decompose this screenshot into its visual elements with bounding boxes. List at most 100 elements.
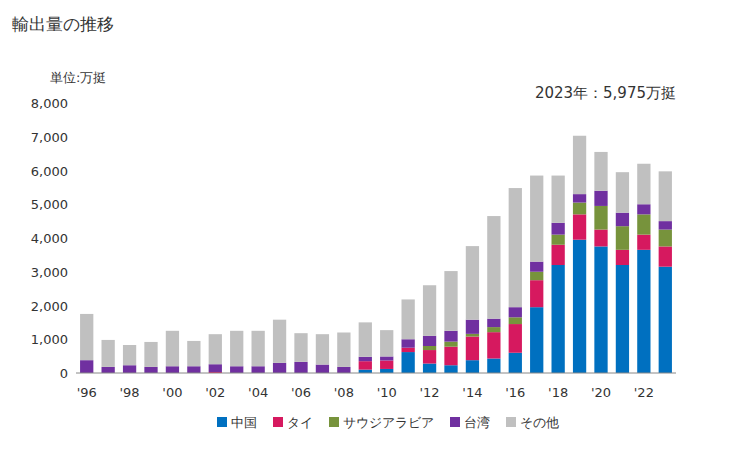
title: 輸出量の推移	[12, 14, 114, 34]
y-tick-label: 1,000	[31, 332, 68, 347]
bar	[573, 203, 586, 215]
y-tick	[72, 373, 76, 374]
bar	[466, 334, 479, 337]
bar	[509, 353, 522, 373]
bar	[552, 265, 565, 373]
legend-label: タイ	[287, 415, 313, 430]
x-tick-label: '06	[291, 385, 311, 400]
bar	[230, 331, 243, 366]
legend-swatch	[273, 417, 283, 427]
bar	[359, 361, 372, 369]
bar	[530, 280, 543, 307]
y-tick	[72, 339, 76, 340]
bar	[316, 365, 329, 373]
bar	[444, 365, 457, 373]
bar	[423, 350, 436, 364]
bar	[594, 206, 607, 230]
bar	[616, 250, 629, 265]
bar	[423, 346, 436, 350]
y-tick-label: 7,000	[31, 130, 68, 145]
bar	[594, 230, 607, 247]
bar	[444, 342, 457, 347]
x-tick-label: '20	[591, 385, 611, 400]
bar	[144, 342, 157, 367]
bar	[423, 285, 436, 336]
bar	[402, 352, 415, 373]
bar	[209, 364, 222, 372]
bar	[359, 357, 372, 361]
legend-swatch	[506, 417, 516, 427]
bar	[444, 331, 457, 342]
bar	[594, 152, 607, 191]
bar	[380, 330, 393, 356]
x-tick-label: '02	[205, 385, 225, 400]
bar	[594, 191, 607, 206]
bar	[359, 370, 372, 373]
chart: 輸出量の推移単位:万挺2023年：5,975万挺01,0002,0003,000…	[0, 0, 729, 450]
bar	[530, 262, 543, 272]
bar	[466, 320, 479, 334]
y-tick	[72, 305, 76, 306]
bar	[509, 307, 522, 317]
bar	[637, 250, 650, 373]
bar	[659, 221, 672, 229]
bar	[637, 214, 650, 234]
y-label: 単位:万挺	[50, 70, 106, 85]
bar	[273, 320, 286, 363]
x-tick-label: '96	[77, 385, 97, 400]
bar	[337, 333, 350, 367]
bar	[552, 223, 565, 235]
bar	[509, 324, 522, 353]
bar	[273, 363, 286, 373]
bar	[380, 356, 393, 360]
bar	[380, 369, 393, 373]
bar	[573, 214, 586, 239]
bar	[530, 272, 543, 280]
bar	[573, 194, 586, 202]
legend-swatch	[217, 417, 227, 427]
x-tick-label: '08	[334, 385, 354, 400]
legend-label: サウジアラビア	[343, 415, 434, 430]
bar	[487, 319, 500, 327]
bar	[123, 345, 136, 365]
bar	[402, 299, 415, 339]
bar	[659, 246, 672, 266]
bar	[102, 367, 115, 373]
bar	[80, 314, 93, 360]
bars	[80, 136, 672, 373]
bar	[616, 172, 629, 213]
bar	[402, 339, 415, 347]
x-axis	[76, 373, 676, 374]
annotation: 2023年：5,975万挺	[535, 84, 676, 102]
bar	[509, 188, 522, 307]
legend-swatch	[329, 417, 339, 427]
legend-label: その他	[520, 415, 559, 430]
bar	[187, 366, 200, 373]
y-tick-label: 0	[60, 366, 68, 381]
x-tick-label: '16	[505, 385, 525, 400]
bar	[123, 365, 136, 373]
bar	[487, 216, 500, 319]
bar	[402, 348, 415, 352]
legend-swatch	[450, 417, 460, 427]
y-tick	[72, 170, 76, 171]
bar	[423, 364, 436, 373]
bar	[466, 337, 479, 361]
bar	[637, 235, 650, 250]
y-tick	[72, 271, 76, 272]
x-tick-label: '98	[120, 385, 140, 400]
bar	[316, 334, 329, 364]
bar	[552, 176, 565, 223]
y-tick	[72, 103, 76, 104]
bar	[659, 267, 672, 373]
x-tick-label: '12	[420, 385, 440, 400]
y-tick-label: 4,000	[31, 231, 68, 246]
bar	[380, 361, 393, 369]
bar	[552, 235, 565, 245]
bar	[294, 362, 307, 373]
x-tick-label: '04	[248, 385, 268, 400]
bar	[359, 322, 372, 356]
y-tick-label: 8,000	[31, 96, 68, 111]
bar	[616, 265, 629, 373]
bar	[423, 336, 436, 346]
